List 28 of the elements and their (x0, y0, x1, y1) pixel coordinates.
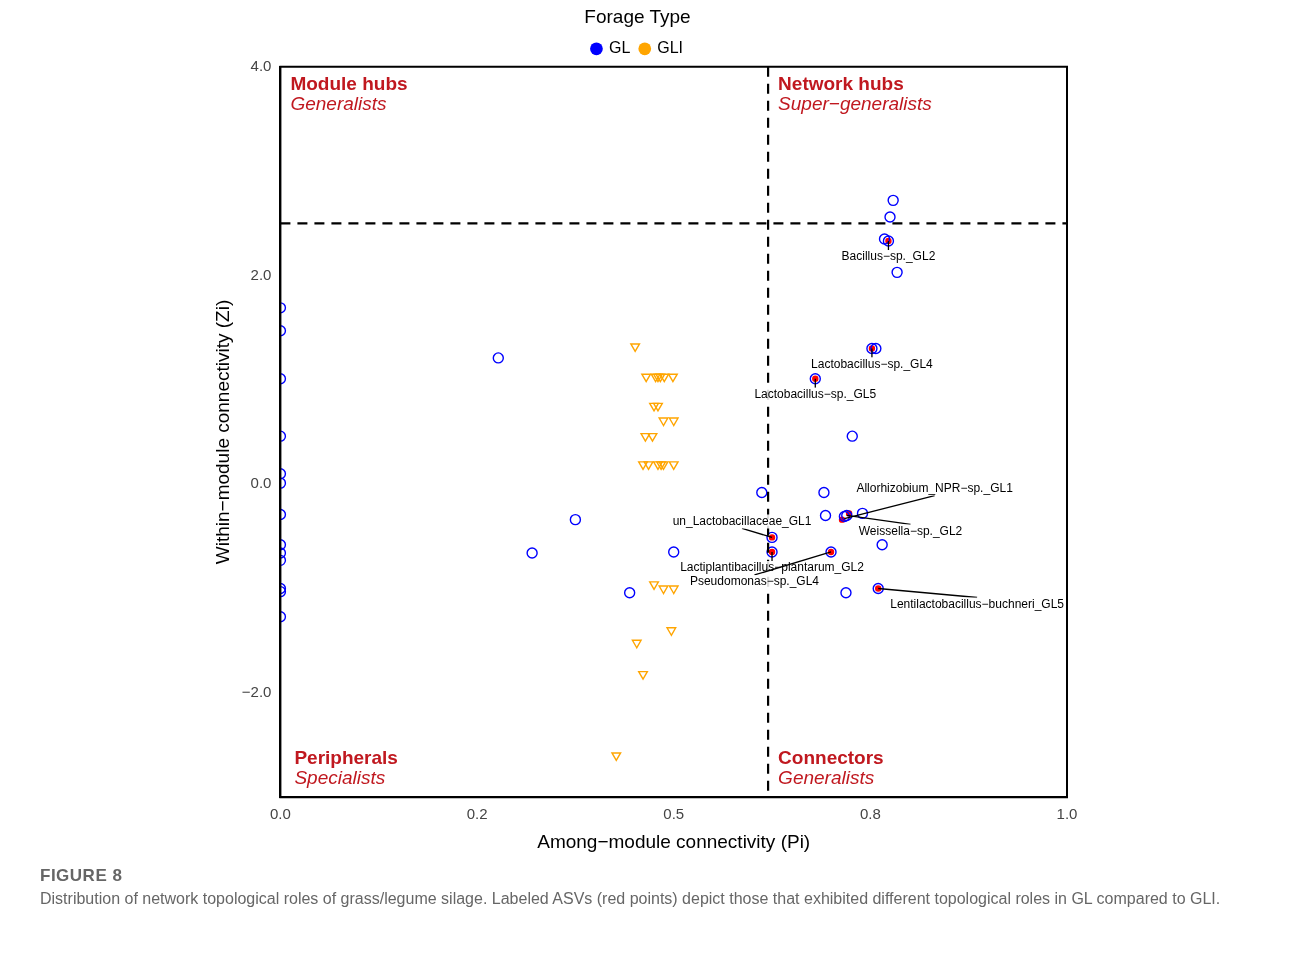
x-tick-label: 1.0 (1056, 805, 1078, 823)
annotation: Module hubs Generalists (290, 72, 408, 114)
y-tick-label: −2.0 (241, 683, 272, 700)
annotation: Network hubs Super−generalists (778, 72, 933, 114)
annotation: Lactobacillus−sp._GL4 (811, 356, 934, 371)
annotation: Peripherals Specialists (294, 746, 398, 788)
x-tick-label: 0.5 (663, 805, 685, 823)
x-axis-title: Among−module connectivity (Pi) (537, 830, 811, 852)
annotation: Lentilactobacillus−buchneri_GL5 (890, 596, 1065, 611)
annotation: Allorhizobium_NPR−sp._GL1 (856, 480, 1014, 495)
y-tick-label: 2.0 (250, 265, 272, 283)
annotation: un_Lactobacillaceae_GL1 (672, 513, 812, 528)
caption: FIGURE 8 (40, 866, 124, 886)
annotation: Lactobacillus−sp._GL5 (754, 387, 877, 402)
y-tick-label: 4.0 (250, 56, 272, 74)
legend-label: GL (608, 39, 631, 57)
x-tick-label: 0.8 (859, 805, 881, 823)
y-tick-label: 0.0 (250, 474, 272, 492)
annotation: Weissella−sp._GL2 (858, 523, 963, 538)
x-tick-label: 0.2 (466, 805, 488, 823)
text: Distribution of network topological roles of grass/legume silage. Labeled ASVs (red points) depict those that exhibited different topological roles in GL compared to GLI. (40, 890, 1222, 908)
annotation: Connectors Generalists (778, 746, 884, 788)
legend-title: Forage Type (584, 5, 691, 27)
annotation: Pseudomonas−sp._GL4 (689, 574, 820, 589)
y-axis-title: Within−module connectivity (Zi) (211, 299, 233, 565)
legend-label: GLI (657, 39, 684, 57)
annotation: Bacillus−sp._GL2 (841, 249, 936, 264)
x-tick-label: 0.0 (269, 805, 291, 823)
